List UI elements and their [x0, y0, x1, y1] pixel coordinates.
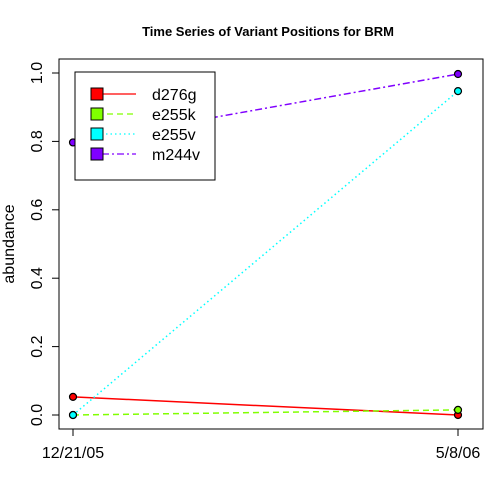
axes: 12/21/05 5/8/06 0.0 0.2 0.4 0.6 0.8 1.0: [29, 62, 480, 462]
legend-swatch: [90, 147, 104, 161]
y-tick-label: 0.6: [29, 199, 46, 221]
x-tick-label: 12/21/05: [42, 445, 104, 462]
y-tick-label: 1.0: [29, 62, 46, 84]
legend-item: d276g: [90, 87, 197, 104]
series-line: [72, 396, 459, 416]
legend: d276g e255k e255v m244v: [74, 71, 216, 181]
legend-label: e255k: [152, 107, 197, 124]
legend-label: d276g: [152, 87, 197, 104]
y-tick-label: 0.0: [29, 404, 46, 426]
x-tick-label: 5/8/06: [436, 445, 481, 462]
y-tick-label: 0.4: [29, 267, 46, 289]
data-point: [453, 405, 463, 414]
legend-label: m244v: [152, 147, 200, 164]
legend-item: e255k: [90, 107, 197, 124]
y-axis-label: abundance: [1, 204, 18, 283]
y-tick-label: 0.8: [29, 130, 46, 152]
legend-swatch: [90, 127, 104, 141]
chart-title: Time Series of Variant Positions for BRM: [142, 24, 394, 39]
data-point: [68, 392, 78, 401]
legend-swatch: [90, 87, 104, 101]
data-point: [68, 410, 78, 420]
series-e255v: [68, 87, 463, 420]
y-tick-label: 0.2: [29, 335, 46, 357]
series-line: [72, 90, 459, 416]
data-point: [453, 87, 463, 96]
series-line: [72, 409, 459, 416]
legend-label: e255v: [152, 127, 196, 144]
data-point: [453, 69, 463, 79]
legend-item: m244v: [90, 147, 200, 164]
legend-swatch: [90, 107, 104, 121]
legend-item: e255v: [90, 127, 196, 144]
